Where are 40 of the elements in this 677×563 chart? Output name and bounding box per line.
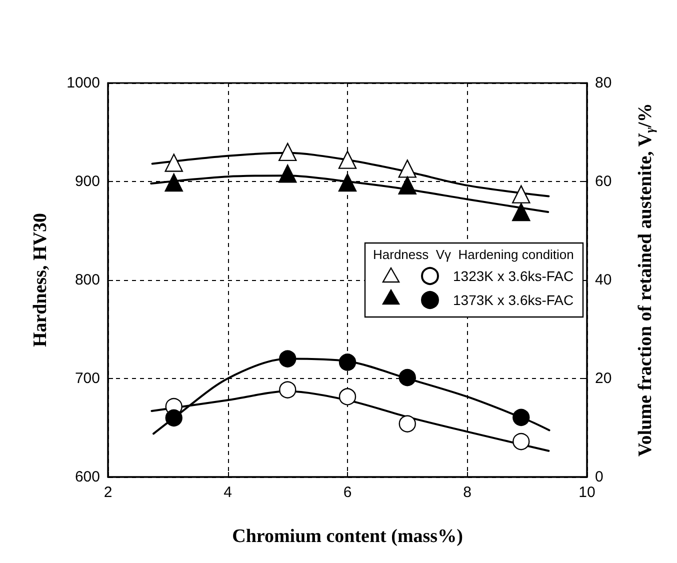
x-tick-label: 8: [463, 484, 472, 501]
point: [165, 409, 182, 426]
x-tick-label: 6: [343, 484, 352, 501]
y-tick-label: 700: [74, 370, 100, 387]
legend-title: Hardness Vγ Hardening condition: [373, 247, 574, 262]
y2-tick-label: 40: [595, 272, 612, 288]
point: [279, 381, 296, 398]
legend-label: 1323K x 3.6ks-FAC: [453, 268, 574, 284]
point: [279, 350, 296, 368]
y2-tick-label: 60: [595, 173, 612, 190]
point: [398, 176, 416, 195]
y-axis-title: Hardness, HV30: [30, 212, 51, 348]
y-tick-label: 800: [74, 272, 100, 288]
point: [512, 202, 530, 222]
point: [164, 173, 183, 192]
point: [278, 164, 297, 183]
x-tick-label: 10: [578, 484, 596, 501]
legend-label: 1373K x 3.6ks-FAC: [453, 292, 574, 308]
point: [164, 154, 183, 172]
y2-tick-label: 80: [595, 74, 612, 92]
point: [512, 185, 530, 204]
point: [512, 432, 530, 450]
point: [398, 415, 416, 432]
y-tick-label: 900: [74, 173, 100, 190]
y2-tick-label: 0: [595, 468, 604, 486]
point: [398, 160, 416, 178]
point: [512, 408, 530, 426]
y-tick-label: 600: [74, 468, 100, 486]
point: [338, 173, 357, 192]
point: [398, 368, 416, 386]
point: [338, 150, 357, 169]
point: [338, 354, 356, 371]
point: [278, 142, 297, 162]
x-axis-title: Chromium content (mass%): [232, 526, 463, 547]
y-tick-label: 1000: [66, 74, 100, 92]
x-tick-label: 4: [224, 484, 232, 501]
y2-tick-label: 20: [595, 370, 612, 387]
y2-axis-title: Volume fraction of retained austenite, Vγ/%: [635, 103, 657, 457]
x-tick-label: 2: [104, 484, 112, 501]
point: [338, 388, 356, 406]
